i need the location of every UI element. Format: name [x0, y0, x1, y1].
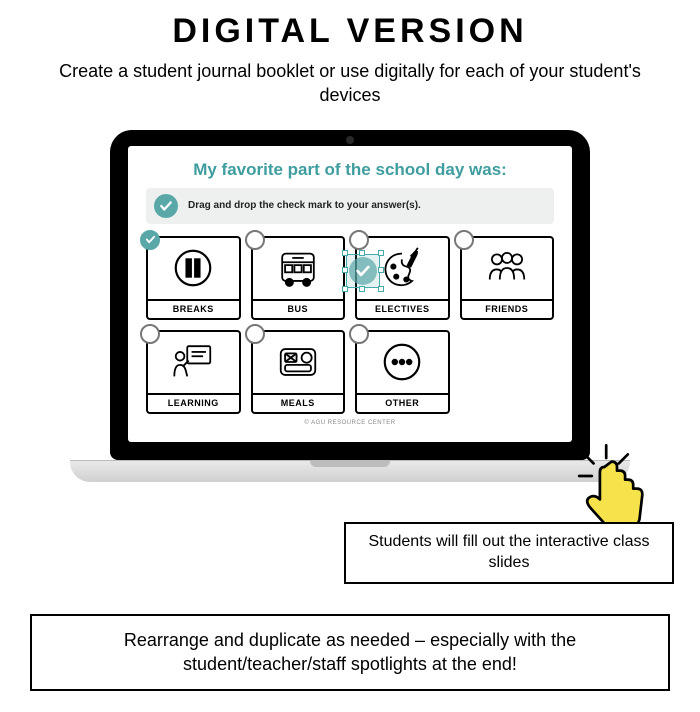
option-radio[interactable] — [349, 230, 369, 250]
option-card-learning[interactable]: LEARNING — [146, 330, 241, 414]
checkmark-icon[interactable] — [154, 194, 178, 218]
option-label: BREAKS — [148, 299, 239, 316]
option-radio[interactable] — [454, 230, 474, 250]
option-radio[interactable] — [140, 324, 160, 344]
bus-icon — [253, 238, 344, 299]
callout-rearrange: Rearrange and duplicate as needed – espe… — [30, 614, 670, 691]
teacher-icon — [148, 332, 239, 393]
slide-screen: My favorite part of the school day was: … — [128, 146, 572, 442]
draggable-checkmark[interactable] — [346, 254, 380, 288]
option-label: LEARNING — [148, 393, 239, 410]
page-title: DIGITAL VERSION — [0, 12, 700, 51]
option-card-other[interactable]: OTHER — [355, 330, 450, 414]
page-subheading: Create a student journal booklet or use … — [40, 59, 660, 108]
slide-title: My favorite part of the school day was: — [146, 160, 554, 180]
laptop-body: My favorite part of the school day was: … — [110, 130, 590, 460]
instruction-text: Drag and drop the check mark to your ans… — [188, 200, 421, 211]
option-label: OTHER — [357, 393, 448, 410]
option-radio[interactable] — [245, 324, 265, 344]
laptop-mockup: My favorite part of the school day was: … — [70, 130, 630, 482]
dots-icon — [357, 332, 448, 393]
option-label: ELECTIVES — [357, 299, 448, 316]
option-radio[interactable] — [245, 230, 265, 250]
tray-icon — [253, 332, 344, 393]
option-label: BUS — [253, 299, 344, 316]
option-card-bus[interactable]: BUS — [251, 236, 346, 320]
option-card-friends[interactable]: FRIENDS — [460, 236, 555, 320]
friends-icon — [462, 238, 553, 299]
option-card-meals[interactable]: MEALS — [251, 330, 346, 414]
option-radio[interactable] — [140, 230, 160, 250]
option-label: FRIENDS — [462, 299, 553, 316]
option-label: MEALS — [253, 393, 344, 410]
laptop-base — [70, 460, 630, 482]
pause-icon — [148, 238, 239, 299]
callout-interactive: Students will fill out the interactive c… — [344, 522, 674, 584]
camera-dot — [346, 136, 354, 144]
instruction-bar: Drag and drop the check mark to your ans… — [146, 188, 554, 224]
copyright: © AGU RESOURCE CENTER — [146, 420, 554, 426]
option-radio[interactable] — [349, 324, 369, 344]
click-cursor-icon — [572, 440, 662, 530]
option-card-breaks[interactable]: BREAKS — [146, 236, 241, 320]
